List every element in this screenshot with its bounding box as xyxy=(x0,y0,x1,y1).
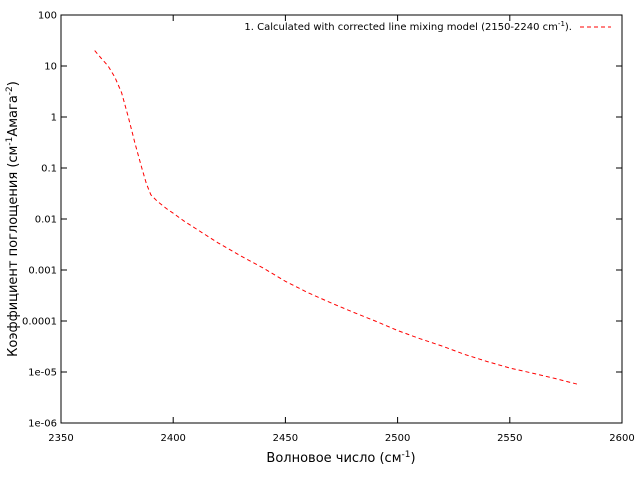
x-tick-label: 2550 xyxy=(497,433,522,444)
x-tick-label: 2500 xyxy=(385,433,410,444)
y-tick-label: 1 xyxy=(51,113,57,124)
series-group xyxy=(94,50,578,385)
plot-frame xyxy=(60,14,623,424)
y-tick-label: 100 xyxy=(38,11,57,22)
legend-label: 1. Calculated with corrected line mixing… xyxy=(244,20,572,33)
y-axis-title: Коэффициент поглощения (см-1Амага-2) xyxy=(5,81,21,357)
x-tick-label: 2600 xyxy=(609,433,634,444)
x-tick-label: 2350 xyxy=(48,433,73,444)
y-tick-label: 0.01 xyxy=(35,215,57,226)
x-axis-title: Волновое число (см-1) xyxy=(266,450,415,466)
series-line xyxy=(94,50,578,385)
x-tick-label: 2450 xyxy=(273,433,298,444)
y-tick-label: 0.1 xyxy=(41,164,57,175)
y-tick-label: 0.001 xyxy=(28,266,57,277)
x-tick-label: 2400 xyxy=(160,433,185,444)
y-tick-label: 1e-05 xyxy=(28,368,57,379)
y-tick-label: 10 xyxy=(44,62,57,73)
y-tick-label: 0.0001 xyxy=(22,317,57,328)
y-axis-ticks: 1e-06 1e-05 0.0001 0.001 0.01 0.1 1 10 100 xyxy=(22,11,622,430)
legend: 1. Calculated with corrected line mixing… xyxy=(244,20,611,33)
y-tick-label: 1e-06 xyxy=(28,419,57,430)
x-axis-ticks: 2350 2400 2450 2500 2550 2600 xyxy=(48,15,635,444)
